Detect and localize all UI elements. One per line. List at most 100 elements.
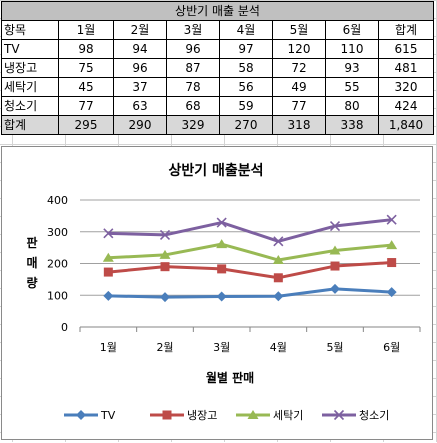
table-cell[interactable]: 94 bbox=[113, 39, 167, 59]
data-point[interactable] bbox=[386, 287, 397, 298]
row-label-cell[interactable]: TV bbox=[1, 39, 59, 59]
header-cell[interactable]: 4월 bbox=[219, 20, 273, 40]
row-label-cell[interactable]: 합계 bbox=[1, 115, 59, 135]
table-cell[interactable]: 77 bbox=[272, 96, 326, 116]
marker-stroke bbox=[386, 214, 397, 225]
table-cell[interactable]: 481 bbox=[378, 58, 434, 78]
table-cell[interactable]: 63 bbox=[113, 96, 167, 116]
table-cell[interactable]: 320 bbox=[378, 77, 434, 97]
header-cell[interactable]: 3월 bbox=[166, 20, 220, 40]
table-cell[interactable]: 318 bbox=[272, 115, 326, 135]
legend-entry[interactable]: 세탁기 bbox=[273, 409, 303, 422]
header-cell[interactable]: 5월 bbox=[272, 20, 326, 40]
chart-title[interactable]: 상반기 매출분석 bbox=[168, 162, 263, 179]
table-cell[interactable]: 55 bbox=[325, 77, 379, 97]
table-cell[interactable]: 75 bbox=[58, 58, 114, 78]
data-point[interactable] bbox=[103, 228, 114, 239]
data-point[interactable] bbox=[103, 290, 114, 301]
table-cell[interactable]: 1,840 bbox=[378, 115, 434, 135]
data-point[interactable] bbox=[216, 239, 228, 249]
table-cell[interactable]: 37 bbox=[113, 77, 167, 97]
table-cell[interactable]: 424 bbox=[378, 96, 434, 116]
table-cell[interactable]: 615 bbox=[378, 39, 434, 59]
header-cell[interactable]: 6월 bbox=[325, 20, 379, 40]
data-point[interactable] bbox=[159, 229, 171, 240]
y-axis-label-char: 판 bbox=[26, 235, 37, 250]
data-point[interactable] bbox=[330, 283, 340, 294]
table-cell[interactable]: 77 bbox=[58, 96, 114, 116]
legend-marker[interactable] bbox=[76, 410, 86, 420]
data-point[interactable] bbox=[217, 264, 227, 274]
table-title[interactable]: 상반기 매출 분석 bbox=[1, 1, 434, 21]
y-axis-label[interactable]: 판매량 bbox=[26, 235, 37, 290]
legend[interactable]: TV 냉장고 세탁기 청소기 bbox=[64, 409, 389, 422]
x-axis-label[interactable]: 월별 판매 bbox=[206, 370, 254, 385]
table-row: TV 98 94 96 97 120 110 615 bbox=[1, 39, 434, 59]
y-tick-label: 300 bbox=[47, 226, 68, 239]
row-label-cell[interactable]: 냉장고 bbox=[1, 58, 59, 78]
legend-entry[interactable]: 청소기 bbox=[359, 409, 389, 422]
plot-area: 0 100 200 300 400 1월 2월 3월 4월 5월 6월 bbox=[47, 194, 421, 354]
legend-entry[interactable]: TV bbox=[100, 409, 116, 422]
table-cell[interactable]: 329 bbox=[166, 115, 220, 135]
table-cell[interactable]: 49 bbox=[272, 77, 326, 97]
table-cell[interactable]: 87 bbox=[166, 58, 220, 78]
table-cell[interactable]: 98 bbox=[58, 39, 114, 59]
table-cell[interactable]: 120 bbox=[272, 39, 326, 59]
table-cell[interactable]: 295 bbox=[58, 115, 114, 135]
table-cell[interactable]: 290 bbox=[113, 115, 167, 135]
data-point[interactable] bbox=[103, 267, 113, 277]
table-cell[interactable]: 80 bbox=[325, 96, 379, 116]
data-point[interactable] bbox=[386, 240, 398, 250]
line-chart[interactable]: 상반기 매출분석 판매량 월별 판매 0 100 200 300 400 1월 2월 3월 4월… bbox=[2, 147, 432, 439]
y-axis-label-char: 량 bbox=[26, 276, 37, 290]
header-cell[interactable]: 항목 bbox=[1, 20, 59, 40]
legend-marker[interactable] bbox=[162, 410, 172, 420]
header-cell[interactable]: 합계 bbox=[378, 20, 434, 40]
header-cell[interactable]: 1월 bbox=[58, 20, 114, 40]
table-cell[interactable]: 58 bbox=[219, 58, 273, 78]
legend-entry[interactable]: 냉장고 bbox=[187, 409, 217, 422]
data-point[interactable] bbox=[102, 252, 114, 262]
data-point[interactable] bbox=[329, 220, 341, 232]
table-cell[interactable]: 270 bbox=[219, 115, 273, 135]
header-cell[interactable]: 2월 bbox=[113, 20, 167, 40]
data-point[interactable] bbox=[159, 249, 171, 259]
data-point[interactable] bbox=[272, 255, 284, 265]
legend-marker[interactable] bbox=[333, 409, 345, 421]
data-point[interactable] bbox=[216, 217, 227, 228]
y-tick-label: 400 bbox=[47, 194, 68, 207]
table-cell[interactable]: 59 bbox=[219, 96, 273, 116]
table-row: 냉장고 75 96 87 58 72 93 481 bbox=[1, 58, 434, 78]
data-point[interactable] bbox=[386, 214, 397, 225]
series-line-1[interactable] bbox=[108, 287, 392, 299]
data-point[interactable] bbox=[216, 291, 227, 302]
table-cell[interactable]: 110 bbox=[325, 39, 379, 59]
marker-stroke bbox=[329, 220, 341, 232]
table-cell[interactable]: 68 bbox=[166, 96, 220, 116]
table-cell[interactable]: 338 bbox=[325, 115, 379, 135]
data-point[interactable] bbox=[273, 273, 283, 283]
row-label-cell[interactable]: 청소기 bbox=[1, 96, 59, 116]
table-cell[interactable]: 78 bbox=[166, 77, 220, 97]
legend-marker[interactable] bbox=[247, 410, 259, 419]
table-cell[interactable]: 93 bbox=[325, 58, 379, 78]
series-line-3[interactable] bbox=[108, 242, 392, 262]
series-line-2[interactable] bbox=[108, 261, 392, 280]
data-point[interactable] bbox=[387, 258, 397, 268]
row-label-cell[interactable]: 세탁기 bbox=[1, 77, 59, 97]
table-cell[interactable]: 45 bbox=[58, 77, 114, 97]
table-cell[interactable]: 96 bbox=[166, 39, 220, 59]
data-point[interactable] bbox=[160, 262, 170, 272]
table-cell[interactable]: 56 bbox=[219, 77, 273, 97]
table-cell[interactable]: 72 bbox=[272, 58, 326, 78]
data-point[interactable] bbox=[160, 292, 170, 303]
table-cell[interactable]: 97 bbox=[219, 39, 273, 59]
data-point[interactable] bbox=[273, 291, 284, 302]
data-point[interactable] bbox=[329, 245, 341, 255]
data-point[interactable] bbox=[273, 236, 284, 247]
series-line-4[interactable] bbox=[108, 218, 392, 243]
table-cell[interactable]: 96 bbox=[113, 58, 167, 78]
data-point[interactable] bbox=[330, 261, 340, 271]
